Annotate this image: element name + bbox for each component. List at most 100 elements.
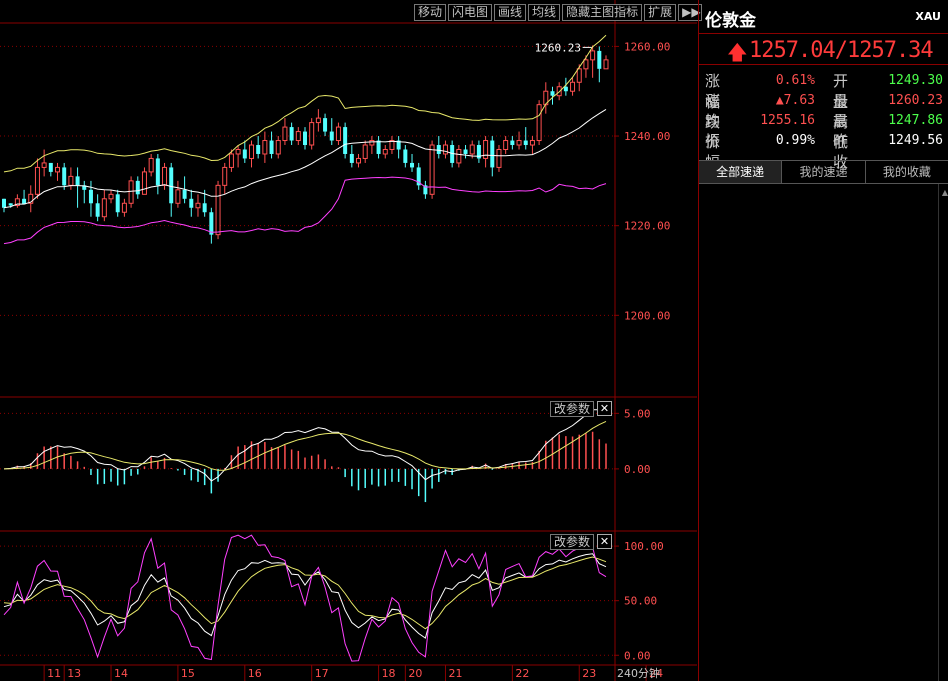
candle-body — [490, 140, 495, 168]
candle-body — [275, 140, 281, 155]
candle-body — [436, 145, 441, 154]
candle — [269, 131, 274, 159]
candle-body — [510, 140, 515, 146]
macd-param-button[interactable]: 改参数 — [550, 401, 595, 417]
candle-body — [269, 140, 274, 154]
candle-body — [48, 162, 53, 172]
date-label: 18 — [382, 667, 396, 680]
tab-all-news[interactable]: 全部速递 — [699, 161, 783, 183]
news-scrollbar[interactable] — [938, 184, 948, 681]
price-row: 🡅 1257.04/1257.34 — [699, 33, 948, 65]
kdj-param-button[interactable]: 改参数 — [550, 534, 595, 550]
date-label: 11 — [47, 667, 61, 680]
candle-body — [215, 184, 221, 236]
candle-body — [75, 176, 80, 186]
extend-button[interactable]: 扩展 — [644, 4, 677, 21]
stat-value: 1260.23 — [888, 93, 943, 108]
date-label: 17 — [315, 667, 329, 680]
candle-body — [195, 202, 201, 209]
move-button[interactable]: 移动 — [414, 4, 447, 21]
date-label: 14 — [114, 667, 128, 680]
candle — [463, 145, 468, 159]
candle-body — [416, 167, 421, 186]
candle — [34, 158, 40, 199]
hide-indicator-button[interactable]: 隐藏主图指标 — [562, 4, 643, 21]
candle-body — [476, 145, 481, 159]
tab-my-favorites[interactable]: 我的收藏 — [866, 161, 948, 183]
date-label: 16 — [248, 667, 262, 680]
date-label: 21 — [448, 667, 462, 680]
price-tick-label: 1260.00 — [624, 40, 670, 53]
candle — [303, 127, 307, 150]
candle-body — [8, 203, 13, 206]
candle — [22, 189, 27, 205]
flash-chart-button[interactable]: 闪电图 — [448, 4, 493, 21]
candle-body — [22, 198, 27, 205]
candle — [256, 136, 261, 159]
candle-body — [189, 198, 194, 208]
candle-body — [423, 185, 428, 195]
kdj-tick-label: 0.00 — [624, 649, 651, 662]
candle — [141, 167, 147, 195]
candle-body — [362, 144, 368, 159]
candle-body — [175, 189, 181, 204]
candle — [456, 145, 462, 168]
candle-body — [442, 144, 448, 155]
stat-value: 1249.56 — [888, 133, 943, 148]
candle-body — [62, 167, 67, 186]
candle-body — [14, 198, 20, 207]
candle — [235, 145, 241, 168]
candle-body — [483, 140, 489, 159]
stat-value: 1255.16 — [760, 113, 815, 128]
candle — [228, 149, 234, 172]
date-label: 23 — [582, 667, 596, 680]
date-label: 20 — [408, 667, 422, 680]
draw-line-button[interactable]: 画线 — [494, 4, 527, 21]
candle — [121, 198, 127, 217]
candle-body — [303, 131, 307, 146]
candle — [503, 136, 509, 154]
candle — [28, 185, 34, 213]
candle-body — [590, 50, 596, 61]
chart-canvas[interactable]: 1260.00 1240.00 1220.00 1200.00 5.00 0.00 100.… — [0, 0, 698, 681]
candle — [536, 100, 542, 146]
candle — [155, 153, 160, 195]
candle-body — [128, 180, 134, 204]
candle — [476, 140, 481, 163]
candle — [75, 167, 80, 208]
candle-body — [282, 126, 288, 142]
news-tabs: 全部速递 我的速递 我的收藏 — [699, 160, 948, 184]
candle-body — [576, 68, 582, 83]
candle — [82, 180, 87, 204]
candle — [563, 77, 568, 96]
candle — [570, 77, 576, 96]
candle-body — [389, 140, 395, 150]
candle — [323, 113, 328, 137]
double-right-arrow-icon[interactable]: ▶▶ — [678, 4, 703, 21]
candle — [523, 127, 528, 150]
candle-body — [2, 198, 6, 208]
instrument-name: 伦敦金 — [705, 11, 756, 31]
stat-label: 涨幅 — [705, 72, 721, 111]
close-icon[interactable]: ✕ — [597, 534, 612, 549]
candle — [14, 194, 20, 208]
stat-label: 开盘 — [833, 72, 849, 111]
candle — [369, 136, 375, 154]
candle — [162, 162, 168, 190]
scroll-up-icon[interactable]: ▲ — [941, 188, 948, 197]
candle-body — [34, 166, 40, 195]
stat-value: 0.99% — [775, 133, 815, 148]
macd-dea-line — [3, 420, 607, 471]
candle-body — [309, 122, 315, 146]
moving-average-button[interactable]: 均线 — [528, 4, 561, 21]
boll-mid-line — [3, 108, 607, 209]
candle — [429, 140, 435, 199]
price-tick-label: 1200.00 — [624, 309, 670, 322]
candle — [315, 109, 321, 132]
tab-my-news[interactable]: 我的速递 — [782, 161, 866, 183]
candle — [88, 180, 93, 217]
candle — [128, 176, 134, 208]
candle-body — [242, 149, 247, 159]
macd-tick-label: 0.00 — [624, 463, 651, 476]
close-icon[interactable]: ✕ — [597, 401, 612, 416]
